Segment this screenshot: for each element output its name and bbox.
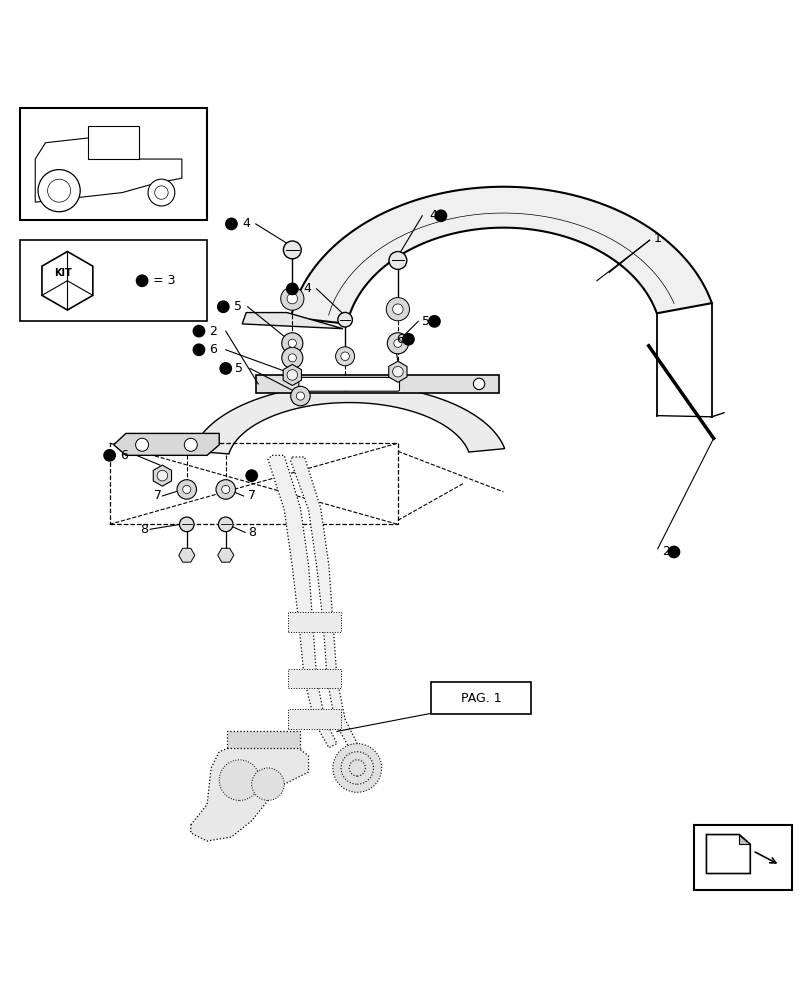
Circle shape xyxy=(402,334,414,345)
Circle shape xyxy=(296,392,304,400)
Circle shape xyxy=(179,517,194,532)
FancyBboxPatch shape xyxy=(20,240,207,321)
Circle shape xyxy=(288,354,296,362)
Polygon shape xyxy=(268,455,337,748)
Circle shape xyxy=(288,339,296,347)
Circle shape xyxy=(225,218,237,230)
Circle shape xyxy=(287,370,297,380)
Circle shape xyxy=(388,252,406,269)
Circle shape xyxy=(667,546,679,558)
Circle shape xyxy=(333,744,381,792)
FancyBboxPatch shape xyxy=(298,377,399,391)
FancyBboxPatch shape xyxy=(693,825,791,890)
Text: 7: 7 xyxy=(247,489,255,502)
Circle shape xyxy=(157,470,167,481)
Circle shape xyxy=(177,480,196,499)
Text: 1: 1 xyxy=(653,232,661,245)
Circle shape xyxy=(220,363,231,374)
FancyBboxPatch shape xyxy=(255,375,499,393)
Circle shape xyxy=(193,325,204,337)
Text: 4: 4 xyxy=(303,282,311,295)
Circle shape xyxy=(341,352,349,361)
Circle shape xyxy=(435,210,446,221)
Circle shape xyxy=(217,301,229,312)
Circle shape xyxy=(182,485,191,494)
Circle shape xyxy=(281,347,303,368)
Polygon shape xyxy=(288,669,341,688)
Polygon shape xyxy=(191,744,308,841)
Text: 4: 4 xyxy=(428,209,436,222)
Polygon shape xyxy=(739,835,749,844)
Polygon shape xyxy=(42,252,92,310)
Polygon shape xyxy=(178,548,195,562)
Polygon shape xyxy=(388,361,406,382)
Text: 5: 5 xyxy=(234,300,242,313)
Polygon shape xyxy=(217,548,234,562)
Circle shape xyxy=(184,438,197,451)
Text: = 3: = 3 xyxy=(152,274,175,287)
Circle shape xyxy=(155,186,168,199)
Text: 6: 6 xyxy=(209,343,217,356)
Circle shape xyxy=(148,179,174,206)
Polygon shape xyxy=(153,465,171,486)
Text: 5: 5 xyxy=(422,315,430,328)
Circle shape xyxy=(281,333,303,354)
Text: KIT: KIT xyxy=(54,268,72,278)
Circle shape xyxy=(283,241,301,259)
Polygon shape xyxy=(290,457,357,748)
Circle shape xyxy=(287,293,297,304)
Circle shape xyxy=(104,450,115,461)
Circle shape xyxy=(349,760,365,776)
Circle shape xyxy=(216,480,235,499)
Circle shape xyxy=(290,386,310,406)
Circle shape xyxy=(341,752,373,784)
Circle shape xyxy=(246,470,257,481)
Text: 8: 8 xyxy=(140,523,148,536)
Circle shape xyxy=(393,304,402,314)
Text: 7: 7 xyxy=(154,489,162,502)
Polygon shape xyxy=(88,126,139,159)
Circle shape xyxy=(281,287,303,310)
Text: 4: 4 xyxy=(242,217,250,230)
Circle shape xyxy=(193,344,204,355)
Circle shape xyxy=(387,333,408,354)
Text: 8: 8 xyxy=(247,526,255,539)
Circle shape xyxy=(335,347,354,366)
Circle shape xyxy=(48,179,71,202)
Text: PAG. 1: PAG. 1 xyxy=(460,692,501,705)
Polygon shape xyxy=(288,612,341,632)
FancyBboxPatch shape xyxy=(20,108,207,220)
Circle shape xyxy=(219,760,260,800)
Polygon shape xyxy=(706,835,749,874)
Circle shape xyxy=(38,170,80,212)
Circle shape xyxy=(337,312,352,327)
Circle shape xyxy=(386,298,409,321)
Circle shape xyxy=(135,438,148,451)
Polygon shape xyxy=(288,709,341,729)
Circle shape xyxy=(251,768,284,800)
Polygon shape xyxy=(283,364,301,386)
Circle shape xyxy=(221,485,230,494)
Text: 2: 2 xyxy=(209,325,217,338)
FancyBboxPatch shape xyxy=(431,682,530,714)
Polygon shape xyxy=(242,313,342,329)
Circle shape xyxy=(393,366,403,377)
Text: 5: 5 xyxy=(235,362,243,375)
Text: 6: 6 xyxy=(120,449,128,462)
Circle shape xyxy=(218,517,233,532)
Polygon shape xyxy=(290,187,711,324)
Polygon shape xyxy=(192,384,504,454)
Circle shape xyxy=(286,283,298,295)
Circle shape xyxy=(393,339,401,347)
Text: 2: 2 xyxy=(661,545,669,558)
Polygon shape xyxy=(114,433,219,455)
Polygon shape xyxy=(35,137,182,202)
Polygon shape xyxy=(227,731,300,748)
Circle shape xyxy=(428,316,440,327)
Text: 6: 6 xyxy=(396,333,404,346)
Circle shape xyxy=(473,378,484,390)
Circle shape xyxy=(136,275,148,286)
